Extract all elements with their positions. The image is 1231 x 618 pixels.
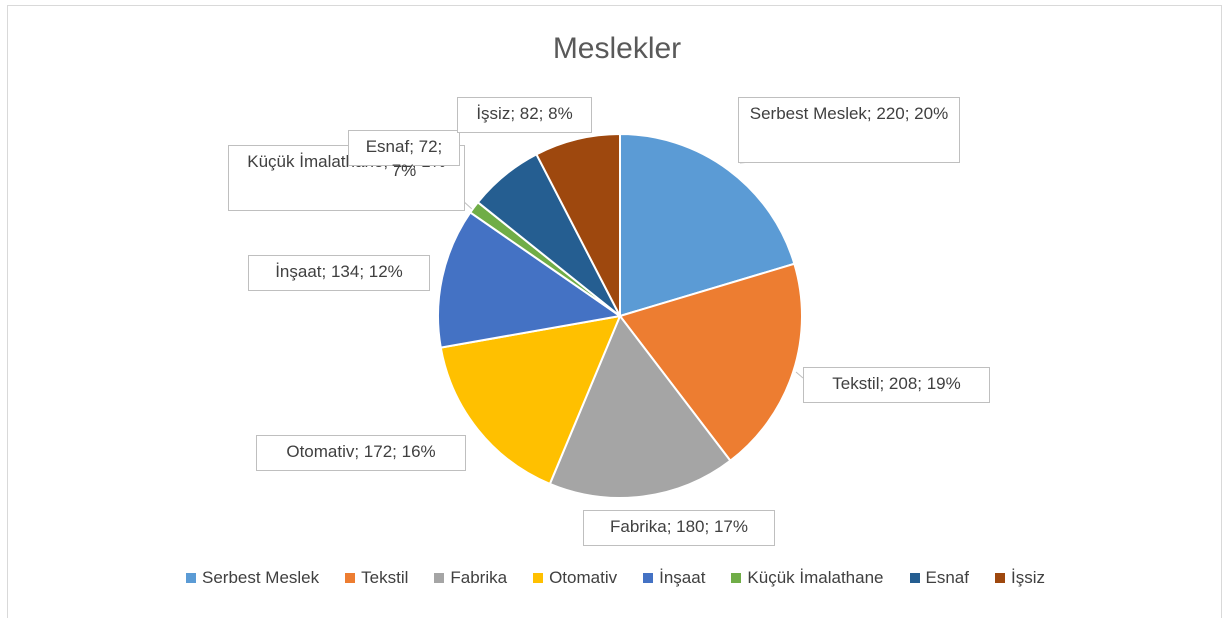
slice <box>548 314 732 499</box>
data-label: Tekstil; 208; 19% <box>803 367 990 403</box>
legend-swatch <box>643 573 654 583</box>
legend-swatch <box>995 573 1005 583</box>
legend-item: Küçük İmalathane <box>731 568 884 588</box>
slice <box>535 132 621 317</box>
leader-line <box>795 371 804 379</box>
legend-label: Küçük İmalathane <box>747 568 884 587</box>
legend-swatch <box>533 573 544 583</box>
chart-title: Meslekler <box>553 32 681 65</box>
slices <box>437 132 803 499</box>
legend-label: İşsiz <box>1011 568 1045 587</box>
slice <box>619 132 796 318</box>
legend-item: Serbest Meslek <box>185 568 320 588</box>
data-label: İnşaat; 134; 12% <box>248 255 430 291</box>
slice <box>437 211 623 349</box>
legend-item: İşsiz <box>995 568 1045 588</box>
legend-label: İnşaat <box>659 568 706 587</box>
data-label: İşsiz; 82; 8% <box>457 97 592 133</box>
legend-swatch <box>345 573 356 583</box>
legend-swatch <box>434 573 445 583</box>
slice <box>618 262 803 463</box>
legend-item: İnşaat <box>643 568 705 588</box>
data-label: Esnaf; 72; 7% <box>348 130 460 180</box>
slice <box>439 314 622 486</box>
legend-swatch <box>185 573 196 583</box>
legend-item: Esnaf <box>909 568 969 588</box>
legend: Serbest Meslek Tekstil Fabrika Otomativ İnşa… <box>0 568 1231 588</box>
legend-swatch <box>731 573 742 583</box>
data-label: Otomativ; 172; 16% <box>256 435 466 471</box>
legend-item: Tekstil <box>345 568 408 588</box>
legend-label: Otomativ <box>549 568 618 587</box>
legend-item: Fabrika <box>434 568 507 588</box>
legend-swatch <box>909 573 920 583</box>
legend-label: Esnaf <box>925 568 969 587</box>
legend-label: Serbest Meslek <box>201 568 320 587</box>
data-label: Fabrika; 180; 17% <box>583 510 775 546</box>
legend-label: Fabrika <box>450 568 508 587</box>
data-label: Serbest Meslek; 220; 20% <box>738 97 960 163</box>
chart-border <box>7 5 1222 618</box>
legend-label: Tekstil <box>361 568 409 587</box>
legend-item: Otomativ <box>533 568 617 588</box>
